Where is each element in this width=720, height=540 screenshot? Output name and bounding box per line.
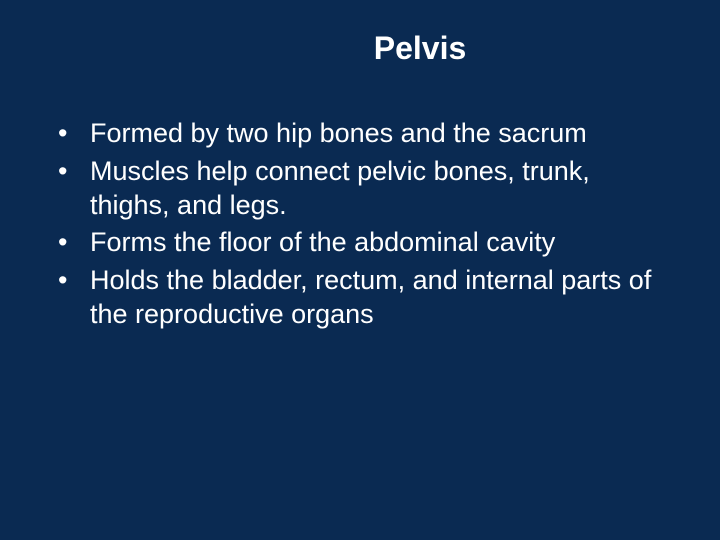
bullet-list: Formed by two hip bones and the sacrum M… <box>50 117 670 332</box>
slide-title: Pelvis <box>50 30 670 67</box>
bullet-item: Holds the bladder, rectum, and internal … <box>50 264 670 332</box>
bullet-item: Forms the floor of the abdominal cavity <box>50 226 670 260</box>
slide-container: Pelvis Formed by two hip bones and the s… <box>0 0 720 540</box>
bullet-item: Formed by two hip bones and the sacrum <box>50 117 670 151</box>
bullet-item: Muscles help connect pelvic bones, trunk… <box>50 155 670 223</box>
